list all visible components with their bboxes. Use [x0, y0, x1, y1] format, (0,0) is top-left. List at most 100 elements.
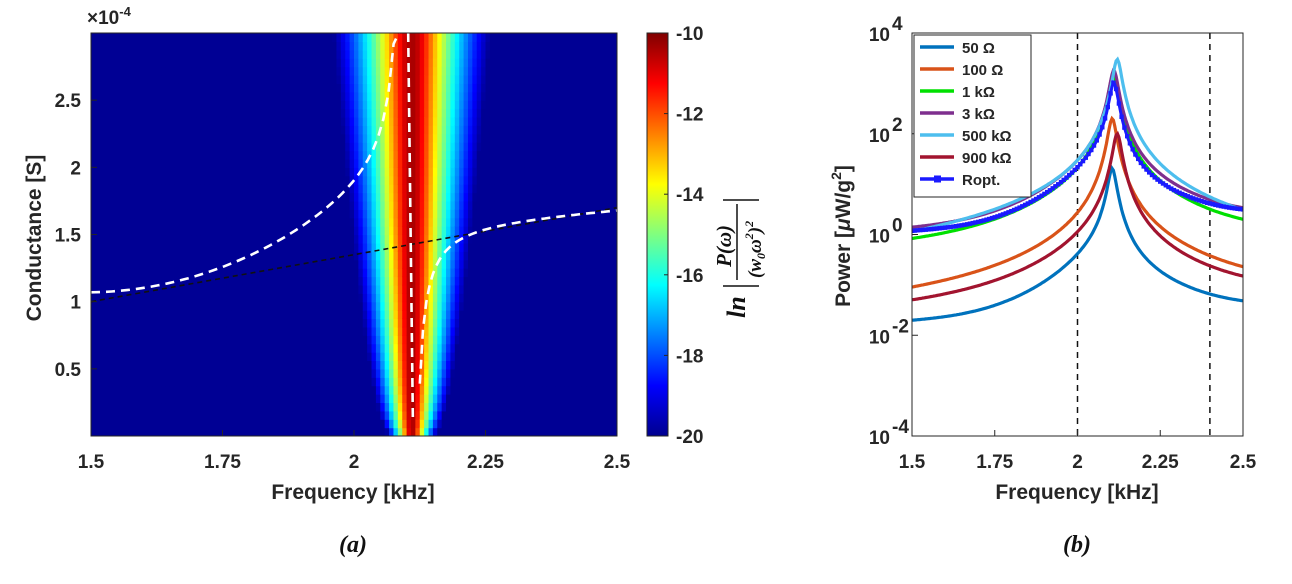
heatmap-cell: [441, 66, 447, 76]
heatmap-cell: [494, 184, 500, 194]
heatmap-cell: [345, 83, 351, 93]
heatmap-cell: [371, 217, 377, 227]
heatmap-cell: [371, 410, 377, 420]
heatmap-cell: [432, 66, 438, 76]
heatmap-cell: [503, 125, 509, 135]
heatmap-cell: [301, 419, 307, 429]
heatmap-cell: [415, 301, 421, 311]
heatmap-cell: [318, 158, 324, 168]
heatmap-cell: [419, 133, 425, 143]
heatmap-cell: [428, 352, 434, 362]
heatmap-cell: [200, 352, 206, 362]
heatmap-cell: [415, 217, 421, 227]
heatmap-cell: [139, 58, 145, 68]
heatmap-cell: [143, 49, 149, 59]
heatmap-cell: [397, 142, 403, 152]
heatmap-cell: [292, 276, 298, 286]
heatmap-cell: [213, 335, 219, 345]
heatmap-cell: [279, 116, 285, 126]
heatmap-cell: [99, 360, 105, 370]
heatmap-cell: [266, 318, 272, 328]
heatmap-cell: [134, 175, 140, 185]
heatmap-cell: [450, 385, 456, 395]
heatmap-cell: [349, 125, 355, 135]
heatmap-cell: [240, 100, 246, 110]
heatmap-cell: [345, 268, 351, 278]
heatmap-cell: [240, 251, 246, 261]
heatmap-cell: [244, 377, 250, 387]
heatmap-cell: [481, 343, 487, 353]
heatmap-cell: [187, 66, 193, 76]
heatmap-cell: [349, 33, 355, 42]
heatmap-cell: [371, 377, 377, 387]
heatmap-cell: [104, 427, 110, 436]
heatmap-cell: [467, 352, 473, 362]
heatmap-cell: [520, 175, 526, 185]
heatmap-cell: [196, 83, 202, 93]
heatmap-cell: [358, 41, 364, 51]
heatmap-cell: [327, 268, 333, 278]
heatmap-cell: [283, 326, 289, 336]
heatmap-cell: [336, 167, 342, 177]
heatmap-cell: [200, 100, 206, 110]
heatmap-cell: [261, 217, 267, 227]
heatmap-cell: [454, 259, 460, 269]
heatmap-cell: [367, 385, 373, 395]
heatmap-cell: [520, 251, 526, 261]
heatmap-cell: [196, 268, 202, 278]
heatmap-cell: [520, 268, 526, 278]
heatmap-cell: [415, 108, 421, 118]
heatmap-cell: [393, 368, 399, 378]
heatmap-cell: [196, 310, 202, 320]
heatmap-cell: [183, 301, 189, 311]
heatmap-cell: [275, 33, 281, 42]
heatmap-cell: [454, 293, 460, 303]
heatmap-cell: [305, 242, 311, 252]
heatmap-cell: [511, 259, 517, 269]
heatmap-cell: [253, 91, 259, 101]
heatmap-cell: [393, 360, 399, 370]
heatmap-cell: [380, 217, 386, 227]
heatmap-cell: [472, 284, 478, 294]
heatmap-cell: [358, 142, 364, 152]
heatmap-cell: [222, 58, 228, 68]
heatmap-cell: [358, 49, 364, 59]
heatmap-cell: [152, 268, 158, 278]
heatmap-cell: [117, 234, 123, 244]
heatmap-cell: [498, 352, 504, 362]
heatmap-cell: [424, 150, 430, 160]
heatmap-cell: [419, 268, 425, 278]
heatmap-cell: [257, 33, 263, 42]
heatmap-cell: [226, 276, 232, 286]
heatmap-cell: [112, 209, 118, 219]
heatmap-cell: [406, 419, 412, 429]
heatmap-cell: [489, 394, 495, 404]
heatmap-cell: [178, 167, 184, 177]
heatmap-cell: [310, 41, 316, 51]
heatmap-cell: [104, 184, 110, 194]
heatmap-cell: [147, 100, 153, 110]
heatmap-cell: [446, 217, 452, 227]
heatmap-cell: [358, 402, 364, 412]
heatmap-cell: [288, 74, 294, 84]
heatmap-cell: [428, 326, 434, 336]
heatmap-cell: [121, 91, 127, 101]
heatmap-cell: [516, 184, 522, 194]
heatmap-cell: [345, 74, 351, 84]
heatmap-cell: [494, 410, 500, 420]
heatmap-cell: [244, 259, 250, 269]
heatmap-cell: [393, 318, 399, 328]
heatmap-cell: [209, 419, 215, 429]
heatmap-cell: [446, 184, 452, 194]
heatmap-cell: [402, 427, 408, 436]
heatmap-cell: [143, 360, 149, 370]
heatmap-cell: [397, 116, 403, 126]
heatmap-cell: [134, 251, 140, 261]
heatmap-cell: [538, 150, 544, 160]
heatmap-cell: [253, 142, 259, 152]
heatmap-cell: [240, 209, 246, 219]
heatmap-cell: [126, 385, 132, 395]
heatmap-cell: [529, 385, 535, 395]
heatmap-cell: [485, 49, 491, 59]
heatmap-cell: [432, 251, 438, 261]
